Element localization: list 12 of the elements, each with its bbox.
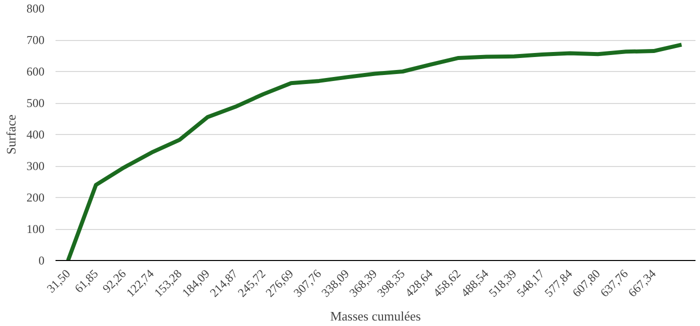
y-tick-label: 600 <box>26 64 44 78</box>
y-tick-label: 300 <box>26 159 44 173</box>
y-tick-label: 400 <box>26 128 44 142</box>
y-tick-label: 100 <box>26 222 44 236</box>
x-axis-title: Masses cumulées <box>330 308 421 324</box>
y-tick-label: 0 <box>38 254 44 268</box>
line-series <box>66 42 684 260</box>
y-tick-label: 800 <box>26 2 44 16</box>
y-tick-label: 200 <box>26 190 44 204</box>
y-axis-title: Surface <box>4 114 18 154</box>
y-tick-label: 700 <box>26 33 44 47</box>
y-tick-label: 500 <box>26 96 44 110</box>
